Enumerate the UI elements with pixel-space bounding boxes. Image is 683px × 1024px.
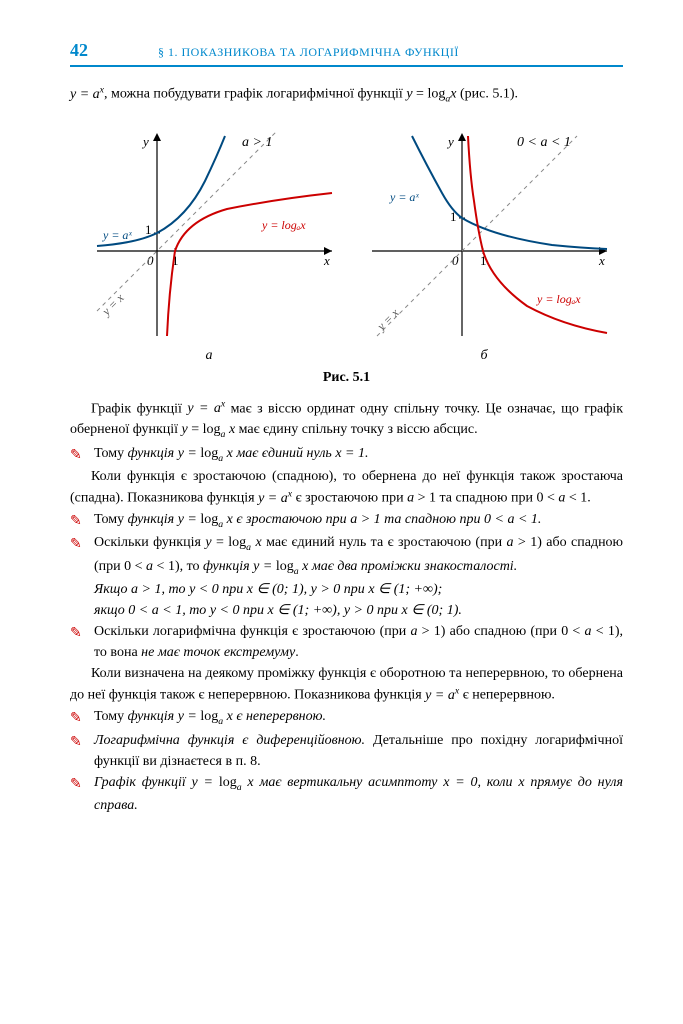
bullet-item: ✎Тому функція y = loga x є зростаючою пр… <box>70 509 623 532</box>
intro-paragraph: y = ax, можна побудувати графік логарифм… <box>70 83 623 107</box>
figure-left: 0 1 1 y x y = x y = aˣ y = logₐx a > 1 а <box>77 121 342 364</box>
bullet-marker-icon: ✎ <box>70 774 82 795</box>
page-header: 42 § 1. ПОКАЗНИКОВА ТА ЛОГАРИФМІЧНА ФУНК… <box>70 40 623 67</box>
figure-left-label: а <box>77 348 342 364</box>
figure-caption: Рис. 5.1 <box>70 370 623 386</box>
svg-text:y = aˣ: y = aˣ <box>389 190 419 204</box>
bullet-item: ✎Оскільки функція y = loga x має єдиний … <box>70 532 623 579</box>
paragraph: Графік функції y = ax має з віссю ордина… <box>70 398 623 443</box>
bullet-item: ✎Оскільки логарифмічна функція є зростаю… <box>70 621 623 663</box>
chart-a-gt-1: 0 1 1 y x y = x y = aˣ y = logₐx a > 1 <box>77 121 342 346</box>
bullet-marker-icon: ✎ <box>70 732 82 753</box>
bullet-item: ✎Тому функція y = loga x має єдиний нуль… <box>70 443 623 466</box>
svg-text:y = x: y = x <box>373 305 402 334</box>
bullet-item: ✎Тому функція y = loga x є неперервною. <box>70 706 623 729</box>
bullet-item: ✎Графік функції y = loga x має вертикаль… <box>70 772 623 816</box>
chart-0-lt-a-lt-1: 0 1 1 y x y = x y = aˣ y = logₐx 0 < a <… <box>352 121 617 346</box>
figure-row: 0 1 1 y x y = x y = aˣ y = logₐx a > 1 а <box>70 121 623 364</box>
figure-right: 0 1 1 y x y = x y = aˣ y = logₐx 0 < a <… <box>352 121 617 364</box>
svg-text:0 < a < 1: 0 < a < 1 <box>517 135 571 150</box>
bullet-marker-icon: ✎ <box>70 511 82 532</box>
paragraph: Коли функція є зростаючою (спадною), то … <box>70 466 623 509</box>
bullet-marker-icon: ✎ <box>70 708 82 729</box>
indented-paragraph: Якщо a > 1, то y < 0 при x ∈ (0; 1), y >… <box>70 579 623 621</box>
svg-text:y = x: y = x <box>98 290 127 319</box>
figure-right-label: б <box>352 348 617 364</box>
section-title: § 1. ПОКАЗНИКОВА ТА ЛОГАРИФМІЧНА ФУНКЦІЇ <box>158 45 459 60</box>
svg-text:0: 0 <box>147 253 154 268</box>
svg-text:y = logₐx: y = logₐx <box>261 218 306 232</box>
svg-text:y: y <box>446 134 454 149</box>
bullet-marker-icon: ✎ <box>70 534 82 555</box>
svg-text:x: x <box>598 253 605 268</box>
svg-text:y = aˣ: y = aˣ <box>102 228 132 242</box>
paragraph: Коли визначена на деякому проміжку функц… <box>70 663 623 706</box>
svg-text:a > 1: a > 1 <box>242 135 272 150</box>
svg-text:x: x <box>323 253 330 268</box>
body-text: Графік функції y = ax має з віссю ордина… <box>70 398 623 816</box>
page: 42 § 1. ПОКАЗНИКОВА ТА ЛОГАРИФМІЧНА ФУНК… <box>0 0 683 1024</box>
bullet-marker-icon: ✎ <box>70 623 82 644</box>
bullet-marker-icon: ✎ <box>70 445 82 466</box>
bullet-item: ✎Логарифмічна функція є диференційовною.… <box>70 730 623 772</box>
svg-text:y = logₐx: y = logₐx <box>536 292 581 306</box>
svg-text:y: y <box>141 134 149 149</box>
svg-text:1: 1 <box>145 222 152 237</box>
page-number: 42 <box>70 40 88 61</box>
